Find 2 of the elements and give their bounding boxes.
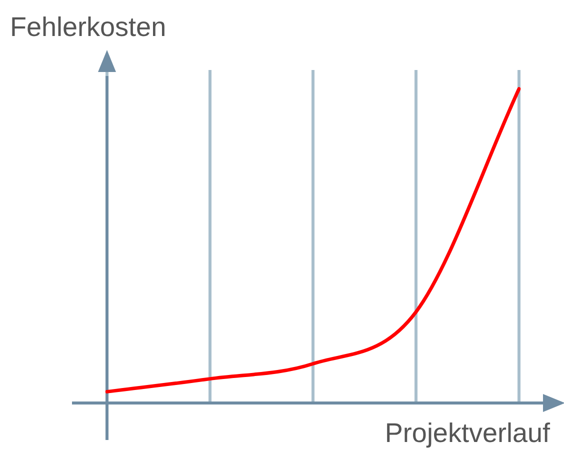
x-axis-title: Projektverlauf (384, 418, 550, 449)
y-axis-title: Fehlerkosten (10, 12, 166, 43)
